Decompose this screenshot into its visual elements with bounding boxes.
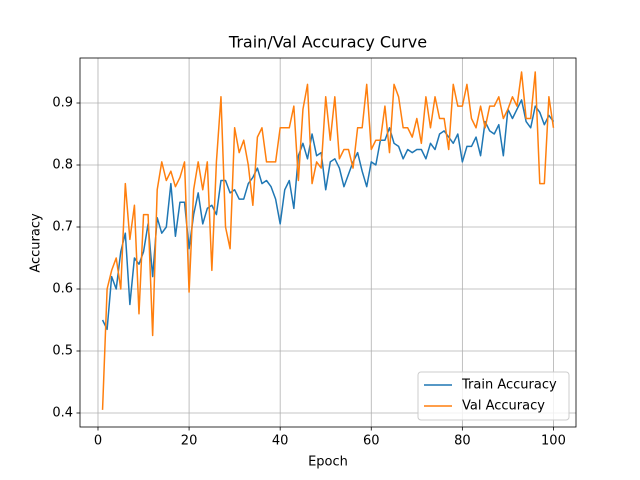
x-tick-label: 80 — [454, 434, 471, 449]
legend-label: Val Accuracy — [462, 399, 545, 414]
y-tick-label: 0.9 — [52, 96, 73, 111]
y-tick-label: 0.7 — [52, 220, 73, 235]
y-tick-label: 0.5 — [52, 343, 73, 358]
y-tick-label: 0.4 — [52, 405, 73, 420]
x-axis-label: Epoch — [308, 455, 348, 470]
x-tick-label: 0 — [94, 434, 102, 449]
line-series — [101, 71, 555, 410]
y-axis-label: Accuracy — [29, 213, 44, 273]
plot-frame — [79, 57, 577, 428]
y-tick-label: 0.8 — [52, 158, 73, 173]
chart-title: Train/Val Accuracy Curve — [228, 33, 427, 52]
legend-box — [417, 371, 570, 421]
x-tick-label: 40 — [272, 434, 289, 449]
x-tick-label: 20 — [181, 434, 198, 449]
x-tick-label: 60 — [363, 434, 380, 449]
legend-label: Train Accuracy — [461, 378, 557, 393]
y-tick-label: 0.6 — [52, 281, 73, 296]
x-tick-label: 100 — [541, 434, 566, 449]
line-series — [101, 99, 555, 331]
